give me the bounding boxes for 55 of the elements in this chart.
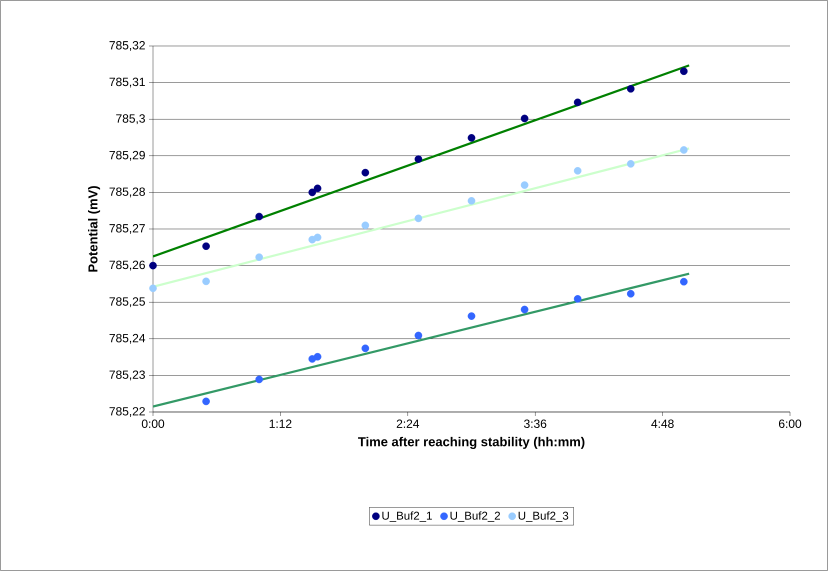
y-tick-label: 785,25: [110, 297, 145, 308]
point: [574, 295, 582, 303]
x-tick-label: 1:12: [270, 420, 292, 428]
point: [149, 262, 157, 270]
x-tick-label: 6:00: [778, 420, 802, 428]
y-tick-label: 785,23: [110, 370, 145, 380]
point: [149, 284, 157, 292]
point: [362, 168, 370, 176]
y-tick-label: 785,27: [110, 224, 145, 234]
point: [680, 278, 688, 286]
point: [308, 188, 316, 196]
point: [202, 242, 210, 250]
point: [414, 332, 422, 340]
point: [626, 85, 635, 93]
y-tick-label: 785,22: [110, 407, 145, 417]
point: [626, 290, 635, 298]
y-tick-label: 785,26: [110, 260, 145, 271]
y-tick-label: 785,28: [110, 187, 145, 198]
point: [414, 155, 422, 163]
point: [520, 181, 528, 189]
point: [202, 278, 210, 286]
point: [574, 98, 582, 106]
point: [314, 234, 322, 242]
legend-label: U_Buf2_3: [518, 511, 568, 522]
legend-label: U_Buf2_2: [450, 511, 500, 522]
x-axis-title: Time after reaching stability (hh:mm): [358, 436, 584, 449]
point: [468, 134, 476, 142]
point: [362, 344, 370, 352]
y-tick-label: 785,29: [110, 150, 145, 161]
point: [414, 214, 422, 222]
point: [255, 376, 263, 384]
point: [680, 67, 688, 76]
legend-label: U_Buf2_1: [382, 511, 432, 522]
x-tick-label: 3:36: [524, 420, 546, 428]
y-axis-title: Potential (mV): [88, 186, 100, 272]
point: [520, 306, 528, 314]
point: [468, 312, 476, 320]
x-tick-label: 0:00: [142, 420, 164, 428]
point: [680, 146, 688, 154]
point: [362, 222, 370, 230]
y-tick-label: 785,24: [110, 334, 146, 344]
point: [574, 167, 582, 175]
y-tick-label: 785,32: [110, 41, 145, 51]
point: [255, 212, 263, 220]
point: [202, 398, 210, 406]
point: [468, 197, 476, 205]
point: [626, 160, 635, 168]
y-tick-label: 785,3: [116, 114, 145, 124]
point: [314, 184, 322, 192]
y-tick-label: 785,31: [110, 78, 145, 88]
point: [520, 114, 528, 122]
x-tick-label: 2:24: [396, 420, 420, 428]
point: [255, 253, 263, 261]
x-tick-label: 4:48: [651, 420, 674, 428]
point: [314, 352, 322, 361]
